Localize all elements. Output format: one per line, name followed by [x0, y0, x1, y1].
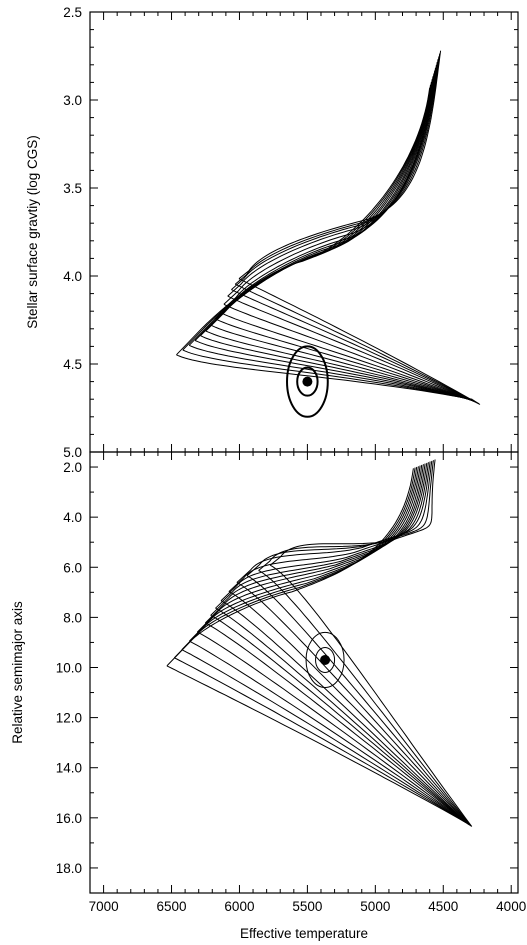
track-line — [231, 289, 480, 405]
track-line — [258, 570, 472, 827]
y-tick-label: 6.0 — [63, 560, 82, 575]
track-line — [223, 62, 438, 305]
y-tick-label: 3.0 — [63, 93, 82, 108]
y-tick-label: 2.0 — [63, 460, 82, 475]
plot-frame — [89, 451, 519, 894]
track-line — [228, 462, 429, 592]
y-tick-label: 4.0 — [63, 510, 82, 525]
track-line — [269, 564, 473, 827]
x-tick-label: 5000 — [360, 899, 390, 914]
bottom-confidence-contours — [305, 631, 345, 689]
track-line — [227, 295, 479, 404]
panel-surface-gravity: 2.5 3.0 3.5 4.0 4.5 5.0 Stellar surface gravt… — [25, 5, 519, 460]
y-tick-label: 10.0 — [56, 660, 82, 675]
track-line — [210, 70, 436, 326]
y-tick-label: 12.0 — [56, 711, 82, 726]
track-line — [166, 468, 414, 667]
bottom-axes: 7000 6500 6000 5500 5000 4500 4000 2.0 4.0 6.0 8.0… — [56, 451, 526, 914]
y-tick-label: 4.5 — [63, 357, 82, 372]
x-axis-label: Effective temperature — [240, 926, 368, 941]
track-line — [181, 466, 418, 651]
track-line — [205, 622, 468, 824]
x-tick-label: 6000 — [224, 899, 254, 914]
y-tick-label: 5.0 — [63, 445, 82, 460]
track-line — [215, 607, 469, 825]
track-line — [188, 81, 432, 346]
track-line — [223, 303, 478, 404]
track-line — [246, 575, 471, 827]
track-line — [197, 631, 467, 824]
track-line — [215, 463, 426, 609]
track-line — [220, 462, 428, 602]
track-line — [238, 278, 481, 405]
track-line — [227, 59, 439, 297]
track-line — [176, 87, 431, 356]
x-tick-label: 7000 — [89, 899, 119, 914]
contour-1-sigma — [296, 366, 319, 397]
x-tick-label: 4500 — [428, 899, 458, 914]
track-line — [204, 464, 423, 624]
track-line — [210, 464, 424, 616]
y-tick-label: 8.0 — [63, 610, 82, 625]
y-tick-label: 18.0 — [56, 861, 82, 876]
y-tick-label: 4.0 — [63, 269, 82, 284]
track-line — [236, 461, 431, 583]
top-confidence-contours — [286, 345, 329, 418]
contour-2-sigma — [286, 345, 329, 418]
panel-semimajor-axis: 7000 6500 6000 5500 5000 4500 4000 2.0 4.0 6.0 8.0… — [10, 451, 526, 941]
track-line — [219, 311, 478, 403]
track-line — [182, 84, 431, 351]
y-tick-label: 16.0 — [56, 811, 82, 826]
y-tick-label: 14.0 — [56, 761, 82, 776]
contour-2-sigma — [305, 631, 345, 689]
x-tick-label: 5500 — [292, 899, 322, 914]
track-line — [176, 354, 473, 400]
bottom-isochrone-tracks — [166, 459, 473, 827]
y-tick-label: 2.5 — [63, 5, 82, 20]
track-line — [188, 344, 474, 401]
track-line — [228, 591, 470, 826]
track-line — [166, 665, 465, 822]
track-line — [200, 76, 434, 337]
track-line — [174, 657, 465, 823]
track-line — [189, 640, 467, 824]
plot-frame — [89, 11, 519, 453]
track-line — [196, 465, 421, 633]
track-line — [194, 79, 433, 341]
contour-1-sigma — [315, 646, 336, 674]
track-line — [189, 466, 419, 642]
data-point — [302, 376, 313, 387]
track-line — [220, 600, 470, 825]
track-line — [269, 459, 436, 566]
x-tick-label: 4000 — [496, 899, 526, 914]
track-line — [234, 283, 480, 405]
top-y-axis-label: Stellar surface gravtiy (log CGS) — [25, 135, 40, 329]
y-tick-label: 3.5 — [63, 181, 82, 196]
top-isochrone-tracks — [176, 50, 481, 405]
track-line — [210, 614, 468, 825]
track-line — [182, 349, 473, 401]
track-line — [205, 330, 476, 402]
x-tick-label: 6500 — [157, 899, 187, 914]
track-line — [181, 649, 466, 823]
track-line — [215, 318, 477, 403]
track-line — [194, 340, 475, 401]
data-point — [320, 654, 331, 665]
bottom-y-axis-label: Relative semimajor axis — [10, 601, 25, 744]
track-line — [173, 467, 416, 659]
track-line — [236, 582, 471, 826]
track-line — [200, 335, 475, 402]
track-line — [210, 324, 476, 403]
